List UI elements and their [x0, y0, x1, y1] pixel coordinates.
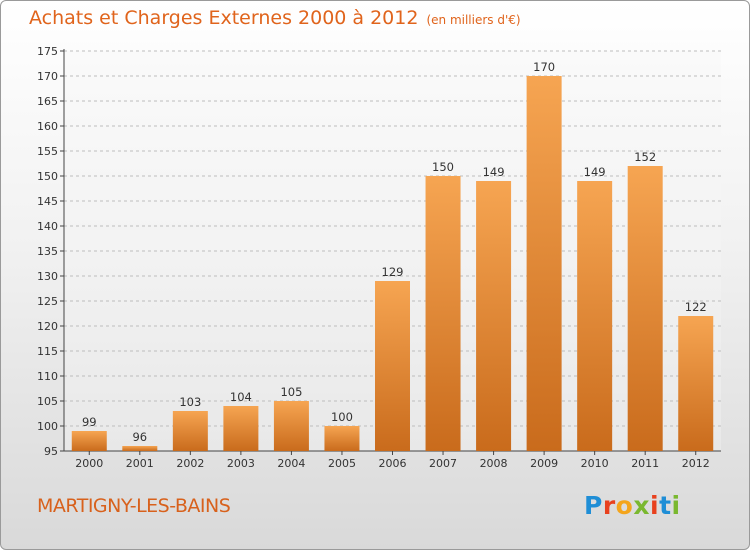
bar-value-label: 103 [179, 395, 201, 409]
bar-value-label: 122 [685, 300, 707, 314]
y-tick-label: 150 [37, 170, 58, 183]
x-tick-label: 2008 [480, 457, 508, 470]
x-tick-label: 2012 [682, 457, 710, 470]
bar [71, 431, 107, 451]
y-tick-label: 155 [37, 145, 58, 158]
bar-value-label: 170 [533, 60, 555, 74]
bar-value-label: 96 [132, 430, 147, 444]
x-tick-label: 2003 [227, 457, 255, 470]
bar [678, 316, 714, 451]
bar-value-label: 105 [280, 385, 302, 399]
x-tick-label: 2001 [126, 457, 154, 470]
y-tick-label: 100 [37, 420, 58, 433]
x-tick-label: 2000 [75, 457, 103, 470]
chart-title: Achats et Charges Externes 2000 à 2012 (e… [29, 7, 521, 29]
location-label: MARTIGNY-LES-BAINS [37, 495, 231, 517]
bar-value-label: 152 [634, 150, 656, 164]
bar-value-label: 150 [432, 160, 454, 174]
bar-value-label: 129 [382, 265, 404, 279]
bar [577, 181, 613, 451]
x-tick-label: 2006 [379, 457, 407, 470]
bar-value-label: 99 [82, 415, 97, 429]
x-tick-label: 2010 [581, 457, 609, 470]
y-tick-label: 160 [37, 120, 58, 133]
bar-value-label: 149 [483, 165, 505, 179]
y-tick-label: 120 [37, 320, 58, 333]
x-tick-label: 2009 [530, 457, 558, 470]
bar-value-label: 149 [584, 165, 606, 179]
x-tick-label: 2004 [277, 457, 305, 470]
y-tick-label: 105 [37, 395, 58, 408]
bar [627, 166, 663, 451]
x-tick-label: 2011 [631, 457, 659, 470]
y-tick-label: 115 [37, 345, 58, 358]
y-tick-label: 125 [37, 295, 58, 308]
x-tick-label: 2007 [429, 457, 457, 470]
bar [172, 411, 208, 451]
unit-label: (en milliers d'€) [426, 13, 521, 27]
bar [223, 406, 259, 451]
title-text: Achats et Charges Externes 2000 à 2012 [29, 7, 419, 29]
y-tick-label: 170 [37, 70, 58, 83]
y-tick-label: 175 [37, 45, 58, 58]
proxiti-logo: Proxiti [584, 491, 681, 520]
bar-value-label: 104 [230, 390, 252, 404]
y-tick-label: 145 [37, 195, 58, 208]
bar-value-label: 100 [331, 410, 353, 424]
bar [324, 426, 360, 451]
y-tick-label: 165 [37, 95, 58, 108]
bar [122, 446, 158, 451]
y-tick-label: 130 [37, 270, 58, 283]
x-tick-label: 2005 [328, 457, 356, 470]
bar [425, 176, 461, 451]
bar [476, 181, 512, 451]
bar [375, 281, 410, 451]
y-tick-label: 135 [37, 245, 58, 258]
y-tick-label: 110 [37, 370, 58, 383]
y-tick-label: 140 [37, 220, 58, 233]
bar [273, 401, 309, 451]
y-tick-label: 95 [44, 445, 58, 458]
bar [526, 76, 562, 451]
x-tick-label: 2002 [176, 457, 204, 470]
